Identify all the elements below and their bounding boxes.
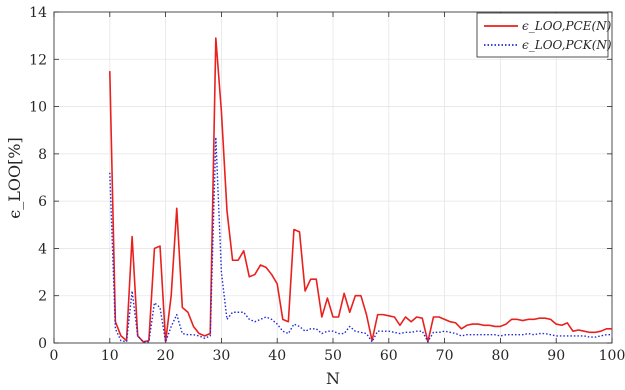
legend-label-pce: ϵ_LOO,PCE(N)	[522, 19, 612, 33]
x-axis-label: N	[326, 369, 340, 388]
x-tick-label: 70	[436, 348, 454, 364]
x-tick-label: 30	[212, 348, 230, 364]
series-line-pck	[109, 136, 612, 343]
y-tick-label: 0	[38, 336, 47, 352]
x-tick-label: 60	[380, 348, 398, 364]
series-line-pce	[109, 37, 612, 343]
x-tick-label: 100	[599, 348, 625, 364]
y-axis-label: ϵ_LOO[%]	[5, 137, 24, 219]
x-tick-label: 0	[50, 348, 59, 364]
legend-label-pck: ϵ_LOO,PCK(N)	[522, 38, 612, 52]
y-tick-label: 14	[29, 5, 47, 21]
legend-box	[476, 12, 609, 58]
y-tick-label: 2	[38, 289, 47, 305]
y-tick-label: 12	[29, 52, 47, 68]
series-layer	[109, 37, 612, 343]
y-tick-label: 10	[29, 100, 47, 116]
y-tick-label: 4	[38, 241, 47, 257]
y-tick-label: 6	[38, 194, 47, 210]
axis-ticks: 0 10 20 30 40 50 60 70 80 90 100 0 2 4 6 8 10 12 14	[29, 5, 625, 364]
x-tick-label: 10	[101, 348, 119, 364]
x-tick-label: 90	[547, 348, 565, 364]
legend: ϵ_LOO,PCE(N) ϵ_LOO,PCK(N)	[476, 12, 612, 58]
x-tick-label: 50	[324, 348, 342, 364]
grid-lines	[53, 11, 613, 344]
x-tick-label: 80	[491, 348, 509, 364]
x-tick-label: 20	[157, 348, 175, 364]
y-tick-label: 8	[38, 147, 47, 163]
x-tick-label: 40	[268, 348, 286, 364]
